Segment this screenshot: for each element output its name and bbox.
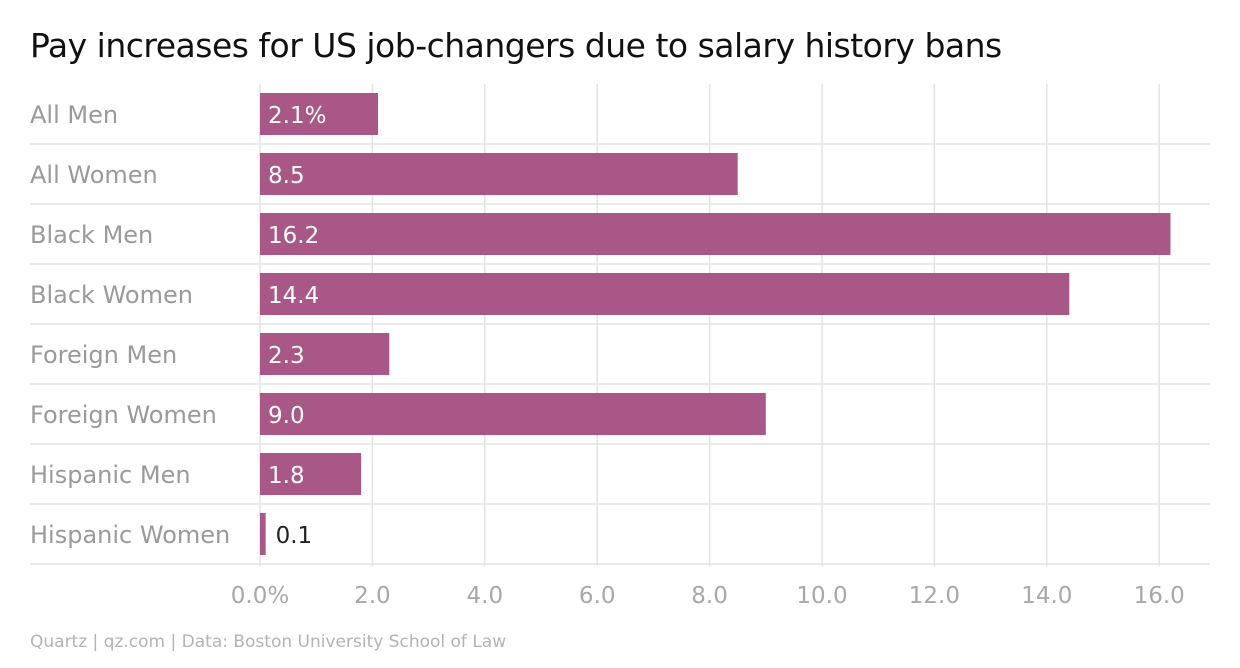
category-label: All Women — [30, 161, 158, 189]
bar — [260, 393, 766, 435]
chart-title: Pay increases for US job-changers due to… — [30, 26, 1002, 65]
x-tick-label: 4.0 — [467, 583, 504, 609]
category-label: Hispanic Women — [30, 521, 230, 549]
data-label: 0.1 — [276, 523, 313, 549]
bars — [260, 93, 1171, 555]
bar — [260, 93, 379, 135]
data-label: 1.8 — [268, 463, 305, 489]
x-tick-label: 0.0% — [231, 583, 289, 609]
bar — [260, 273, 1070, 315]
data-label: 16.2 — [268, 223, 319, 249]
data-labels: 2.1% 8.5 16.2 14.4 2.3 9.0 1.8 0.1 — [268, 103, 326, 549]
category-label: Black Men — [30, 221, 153, 249]
category-label: Foreign Women — [30, 401, 217, 429]
source-credit: Quartz | qz.com | Data: Boston Universit… — [30, 632, 507, 652]
data-label: 2.3 — [268, 343, 305, 369]
x-tick-label: 8.0 — [691, 583, 728, 609]
category-label: Hispanic Men — [30, 461, 191, 489]
bar — [260, 213, 1171, 255]
x-tick-label: 12.0 — [909, 583, 960, 609]
x-tick-label: 10.0 — [796, 583, 847, 609]
data-label: 9.0 — [268, 403, 305, 429]
bar — [260, 453, 362, 495]
bar — [260, 513, 266, 555]
bar — [260, 153, 738, 195]
x-tick-label: 2.0 — [354, 583, 391, 609]
data-label: 8.5 — [268, 163, 305, 189]
category-label: All Men — [30, 101, 118, 129]
category-label: Foreign Men — [30, 341, 177, 369]
bar — [260, 333, 390, 375]
x-tick-label: 14.0 — [1021, 583, 1072, 609]
data-label: 2.1% — [268, 103, 326, 129]
data-label: 14.4 — [268, 283, 319, 309]
x-tick-label: 6.0 — [579, 583, 616, 609]
x-axis-tick-labels: 0.0% 2.0 4.0 6.0 8.0 10.0 12.0 14.0 16.0 — [231, 583, 1185, 609]
x-tick-label: 16.0 — [1134, 583, 1185, 609]
category-labels: All Men All Women Black Men Black Women Fore… — [30, 101, 230, 549]
category-label: Black Women — [30, 281, 193, 309]
